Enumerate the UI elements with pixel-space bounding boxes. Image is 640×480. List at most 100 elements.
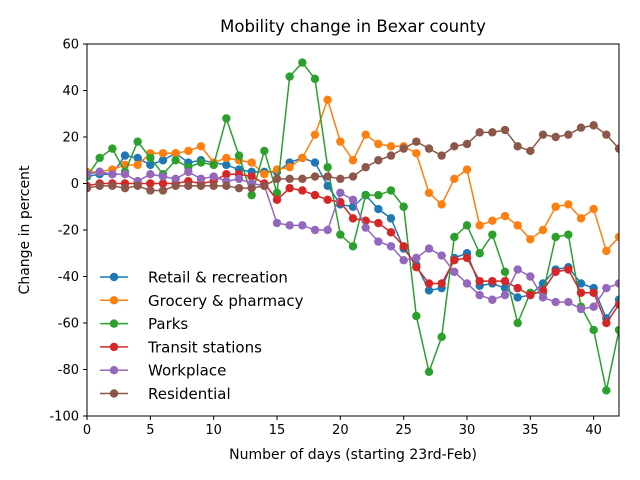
x-tick-label: 35 xyxy=(522,423,539,438)
x-axis-title: Number of days (starting 23rd-Feb) xyxy=(229,447,477,463)
data-point xyxy=(412,253,421,263)
data-point xyxy=(146,160,155,170)
data-point xyxy=(526,235,535,244)
data-point xyxy=(146,186,155,195)
data-point xyxy=(285,163,294,172)
x-tick-label: 0 xyxy=(83,423,91,438)
data-point xyxy=(576,304,586,314)
data-point xyxy=(247,158,256,167)
data-point xyxy=(361,130,370,139)
x-tick-label: 25 xyxy=(395,423,412,438)
data-point xyxy=(95,153,104,163)
data-point xyxy=(488,230,497,239)
legend-item: Workplace xyxy=(100,362,226,380)
data-point xyxy=(184,146,193,156)
data-point xyxy=(538,225,548,235)
data-point xyxy=(158,186,168,195)
data-point xyxy=(95,167,104,177)
data-point xyxy=(348,156,358,165)
series-4 xyxy=(87,167,619,314)
legend-item: Parks xyxy=(100,315,188,333)
data-point xyxy=(551,202,560,211)
data-point xyxy=(323,163,332,172)
data-point xyxy=(412,311,421,321)
data-point xyxy=(234,183,244,193)
data-point xyxy=(336,188,345,197)
data-point xyxy=(462,165,472,174)
data-point xyxy=(298,186,307,195)
data-point xyxy=(361,190,370,200)
data-point xyxy=(222,181,231,191)
data-point xyxy=(488,216,497,225)
data-point xyxy=(500,211,510,221)
data-point xyxy=(374,237,383,246)
data-point xyxy=(564,200,573,209)
data-point xyxy=(462,139,472,149)
legend-label: Transit stations xyxy=(147,338,262,356)
data-point xyxy=(475,276,484,286)
data-point xyxy=(146,179,155,188)
data-point xyxy=(196,158,206,167)
data-point xyxy=(260,146,269,156)
legend-item: Grocery & pharmacy xyxy=(100,292,304,310)
data-point xyxy=(285,72,294,81)
data-point xyxy=(424,367,434,377)
data-point xyxy=(437,332,446,342)
data-point xyxy=(87,183,92,193)
data-point xyxy=(374,190,383,200)
x-tick-label: 20 xyxy=(332,423,349,438)
data-point xyxy=(222,153,231,163)
data-point xyxy=(614,325,619,335)
data-point xyxy=(576,288,586,297)
data-point xyxy=(564,130,573,139)
data-point xyxy=(564,265,573,274)
data-point xyxy=(247,172,256,181)
x-tick-label: 30 xyxy=(459,423,476,438)
data-point xyxy=(450,232,459,242)
data-point xyxy=(310,190,320,200)
data-point xyxy=(348,195,358,204)
data-point xyxy=(323,225,332,235)
data-point xyxy=(285,221,294,230)
legend-swatch-marker xyxy=(109,342,119,352)
data-point xyxy=(158,172,168,181)
data-point xyxy=(386,228,396,237)
legend-swatch-marker xyxy=(109,366,119,375)
data-point xyxy=(576,279,586,288)
data-point xyxy=(399,242,408,251)
data-point xyxy=(222,114,231,123)
data-point xyxy=(120,183,130,193)
data-point xyxy=(513,221,522,230)
data-point xyxy=(424,286,434,295)
data-point xyxy=(488,295,497,304)
data-point xyxy=(260,181,269,191)
data-point xyxy=(336,230,345,239)
data-point xyxy=(513,318,522,328)
data-point xyxy=(424,188,434,197)
legend-label: Retail & recreation xyxy=(148,269,288,287)
data-point xyxy=(310,172,320,181)
data-point xyxy=(576,214,586,223)
y-axis-title: Change in percent xyxy=(17,165,33,294)
data-point xyxy=(475,290,484,300)
x-tick-label: 10 xyxy=(205,423,222,438)
data-point xyxy=(450,256,459,265)
data-point xyxy=(399,144,408,153)
series-5 xyxy=(87,121,619,195)
data-point xyxy=(323,95,332,105)
data-point xyxy=(500,125,510,135)
data-point xyxy=(272,218,282,228)
data-point xyxy=(614,232,619,242)
data-point xyxy=(196,181,206,191)
data-point xyxy=(234,174,244,184)
data-point xyxy=(87,170,92,179)
legend-label: Workplace xyxy=(148,362,226,380)
legend-swatch-marker xyxy=(109,272,119,282)
data-point xyxy=(564,297,573,307)
data-point xyxy=(285,174,294,184)
data-point xyxy=(222,170,231,179)
data-point xyxy=(374,218,383,228)
data-point xyxy=(133,153,142,163)
data-point xyxy=(475,128,484,137)
data-point xyxy=(374,139,383,149)
